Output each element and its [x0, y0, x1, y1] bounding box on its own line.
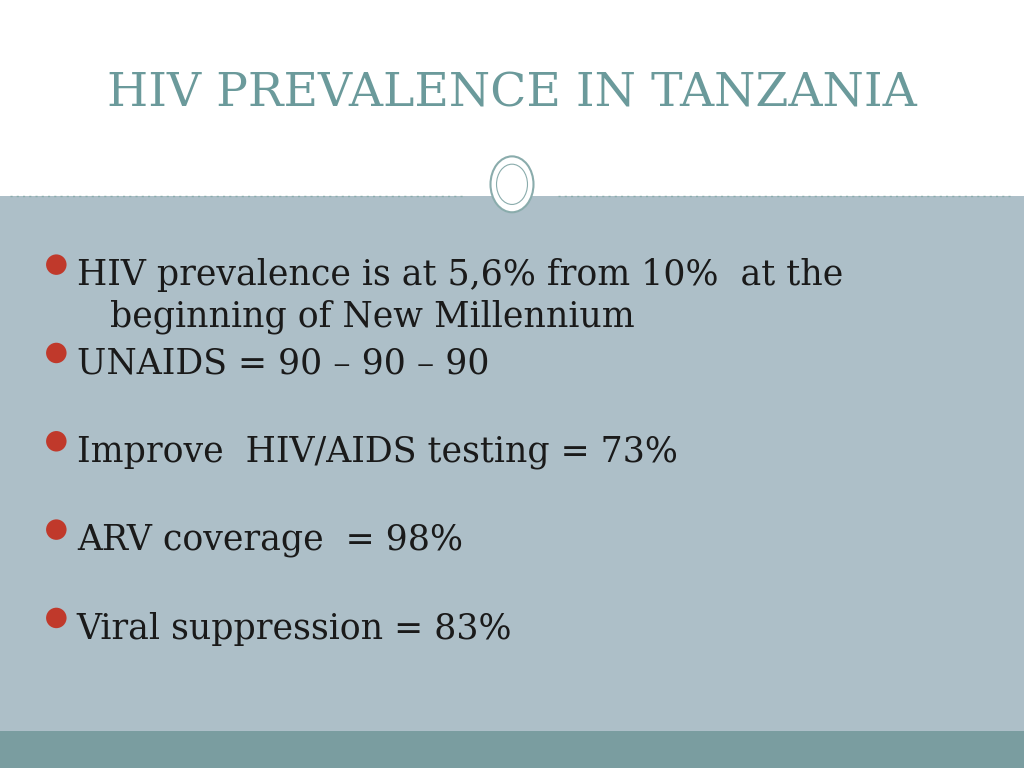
Text: ARV coverage  = 98%: ARV coverage = 98% — [77, 524, 463, 558]
Text: HIV PREVALENCE IN TANZANIA: HIV PREVALENCE IN TANZANIA — [108, 71, 916, 117]
Text: HIV prevalence is at 5,6% from 10%  at the
   beginning of New Millennium: HIV prevalence is at 5,6% from 10% at th… — [77, 259, 843, 334]
Ellipse shape — [46, 431, 67, 452]
Ellipse shape — [46, 607, 67, 628]
Bar — [0, 0, 1024, 196]
Text: UNAIDS = 90 – 90 – 90: UNAIDS = 90 – 90 – 90 — [77, 347, 489, 381]
Ellipse shape — [46, 519, 67, 540]
Ellipse shape — [490, 157, 534, 212]
Text: Improve  HIV/AIDS testing = 73%: Improve HIV/AIDS testing = 73% — [77, 435, 678, 469]
Bar — [0, 196, 1024, 731]
Bar — [0, 731, 1024, 768]
Ellipse shape — [46, 254, 67, 275]
Text: Viral suppression = 83%: Viral suppression = 83% — [77, 612, 512, 646]
Ellipse shape — [46, 343, 67, 363]
